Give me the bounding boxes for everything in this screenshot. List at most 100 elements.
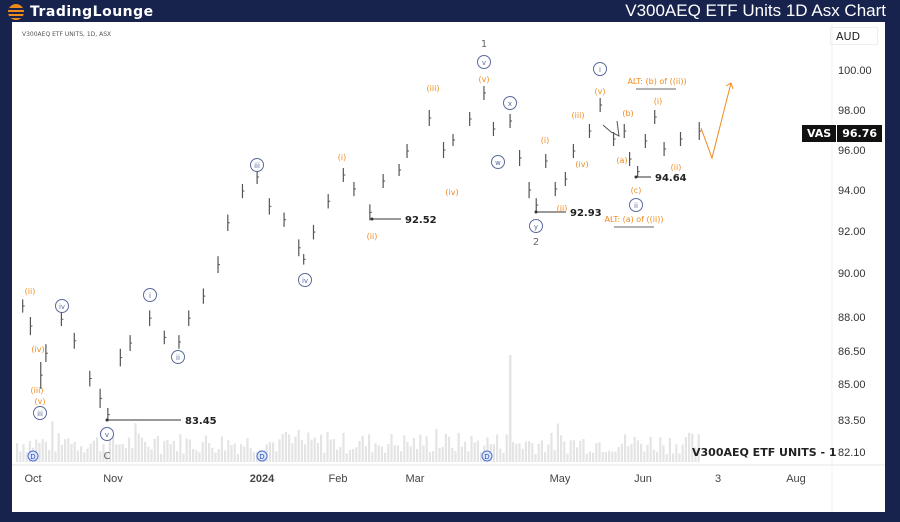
- symbol-line: V300AEQ ETF UNITS, 1D, ASX: [22, 31, 112, 38]
- volume-bar: [585, 453, 588, 462]
- volume-bar: [476, 440, 479, 462]
- price-level-dot: [534, 210, 538, 214]
- wave-label: 1: [481, 39, 487, 50]
- wave-label: iv: [302, 277, 308, 285]
- volume-bar: [668, 438, 671, 462]
- ticker-label: VAS: [802, 125, 837, 142]
- wave-circle-icon: [250, 158, 264, 172]
- arrow-head-icon: [725, 82, 734, 90]
- volume-bar: [198, 452, 201, 462]
- volume-bar: [240, 444, 243, 462]
- volume-bar: [19, 451, 22, 462]
- volume-bar: [166, 440, 169, 462]
- brand-name: TradingLounge: [30, 4, 154, 20]
- volume-bar: [496, 434, 499, 462]
- volume-bar: [211, 447, 214, 462]
- wave-label: y: [534, 223, 538, 231]
- volume-bar: [643, 451, 646, 462]
- volume-bar: [355, 447, 358, 462]
- volume-bar: [220, 436, 223, 462]
- volume-bar: [320, 434, 323, 462]
- volume-bar: [83, 452, 86, 462]
- volume-bar: [444, 433, 447, 462]
- volume-bar: [422, 445, 425, 462]
- wave-circle-icon: [593, 62, 607, 76]
- volume-bar: [393, 445, 396, 462]
- wave-label: (a): [616, 156, 627, 165]
- volume-bar: [547, 444, 550, 462]
- wave-label: (b): [622, 109, 633, 118]
- volume-bar: [112, 432, 115, 462]
- volume-bar: [25, 452, 28, 462]
- volume-bar: [160, 453, 163, 462]
- dividend-marker-label: D: [30, 453, 35, 461]
- price-tick-label: 90.00: [838, 268, 866, 280]
- volume-bar: [348, 449, 351, 462]
- volume-bar: [412, 437, 415, 462]
- volume-bar: [649, 436, 652, 462]
- volume-bar: [569, 440, 572, 462]
- volume-bar: [128, 437, 131, 462]
- volume-bar: [16, 443, 19, 462]
- volume-bar: [153, 438, 156, 462]
- volume-bar: [627, 446, 630, 462]
- volume-bar: [236, 453, 239, 462]
- volume-bar: [620, 443, 623, 462]
- wave-circle-icon: [100, 427, 114, 441]
- volume-bar: [531, 443, 534, 462]
- price-level-label: 92.52: [405, 215, 437, 226]
- volume-bar: [108, 439, 111, 462]
- volume-bar: [92, 440, 95, 462]
- volume-bar: [537, 443, 540, 462]
- volume-bar: [57, 432, 60, 462]
- volume-bar: [144, 441, 147, 462]
- volume-bar: [224, 450, 227, 462]
- volume-bar: [278, 439, 281, 462]
- volume-bar: [697, 434, 700, 462]
- volume-bar: [134, 423, 137, 462]
- chart-panel[interactable]: [12, 22, 885, 512]
- indicator-label: V300AEQ ETF UNITS - 1: [692, 446, 837, 459]
- volume-bar: [406, 442, 409, 462]
- volume-bar: [336, 449, 339, 462]
- wave-label: iv: [59, 303, 65, 311]
- price-level-dot: [105, 418, 109, 422]
- price-level-label: 92.93: [570, 208, 602, 219]
- volume-bar: [192, 448, 195, 462]
- wave-label: (ii): [367, 232, 378, 241]
- currency-button[interactable]: AUD: [830, 27, 878, 45]
- volume-bar: [249, 448, 252, 462]
- volume-bar: [377, 445, 380, 462]
- brand-logo: TradingLounge: [8, 2, 154, 22]
- price-level-label: 83.45: [185, 416, 217, 427]
- projection-arrow: [700, 82, 732, 160]
- volume-bar: [284, 431, 287, 462]
- time-tick-label: May: [550, 473, 571, 485]
- wave-label: (i): [541, 136, 549, 145]
- wave-label: 2: [533, 237, 539, 248]
- volume-bar: [352, 448, 355, 462]
- volume-bar: [624, 434, 627, 462]
- volume-bar: [534, 453, 537, 462]
- wave-label: (ii): [671, 163, 682, 172]
- volume-bar: [252, 452, 255, 462]
- volume-bar: [313, 437, 316, 462]
- volume-bar: [51, 421, 54, 462]
- volume-bar: [419, 434, 422, 462]
- volume-bar: [179, 434, 182, 462]
- volume-bar: [630, 443, 633, 462]
- wave-label: (ii): [557, 204, 568, 213]
- volume-bar: [556, 423, 559, 462]
- volume-bar: [652, 449, 655, 462]
- volume-bar: [115, 444, 118, 462]
- logo-icon: [8, 4, 24, 20]
- volume-bar: [300, 440, 303, 462]
- volume-bar: [640, 443, 643, 462]
- volume-bar: [691, 433, 694, 462]
- volume-bar: [441, 446, 444, 462]
- volume-bar: [364, 446, 367, 462]
- volume-bar: [521, 448, 524, 462]
- wave-circle-icon: [503, 96, 517, 110]
- volume-bar: [268, 442, 271, 462]
